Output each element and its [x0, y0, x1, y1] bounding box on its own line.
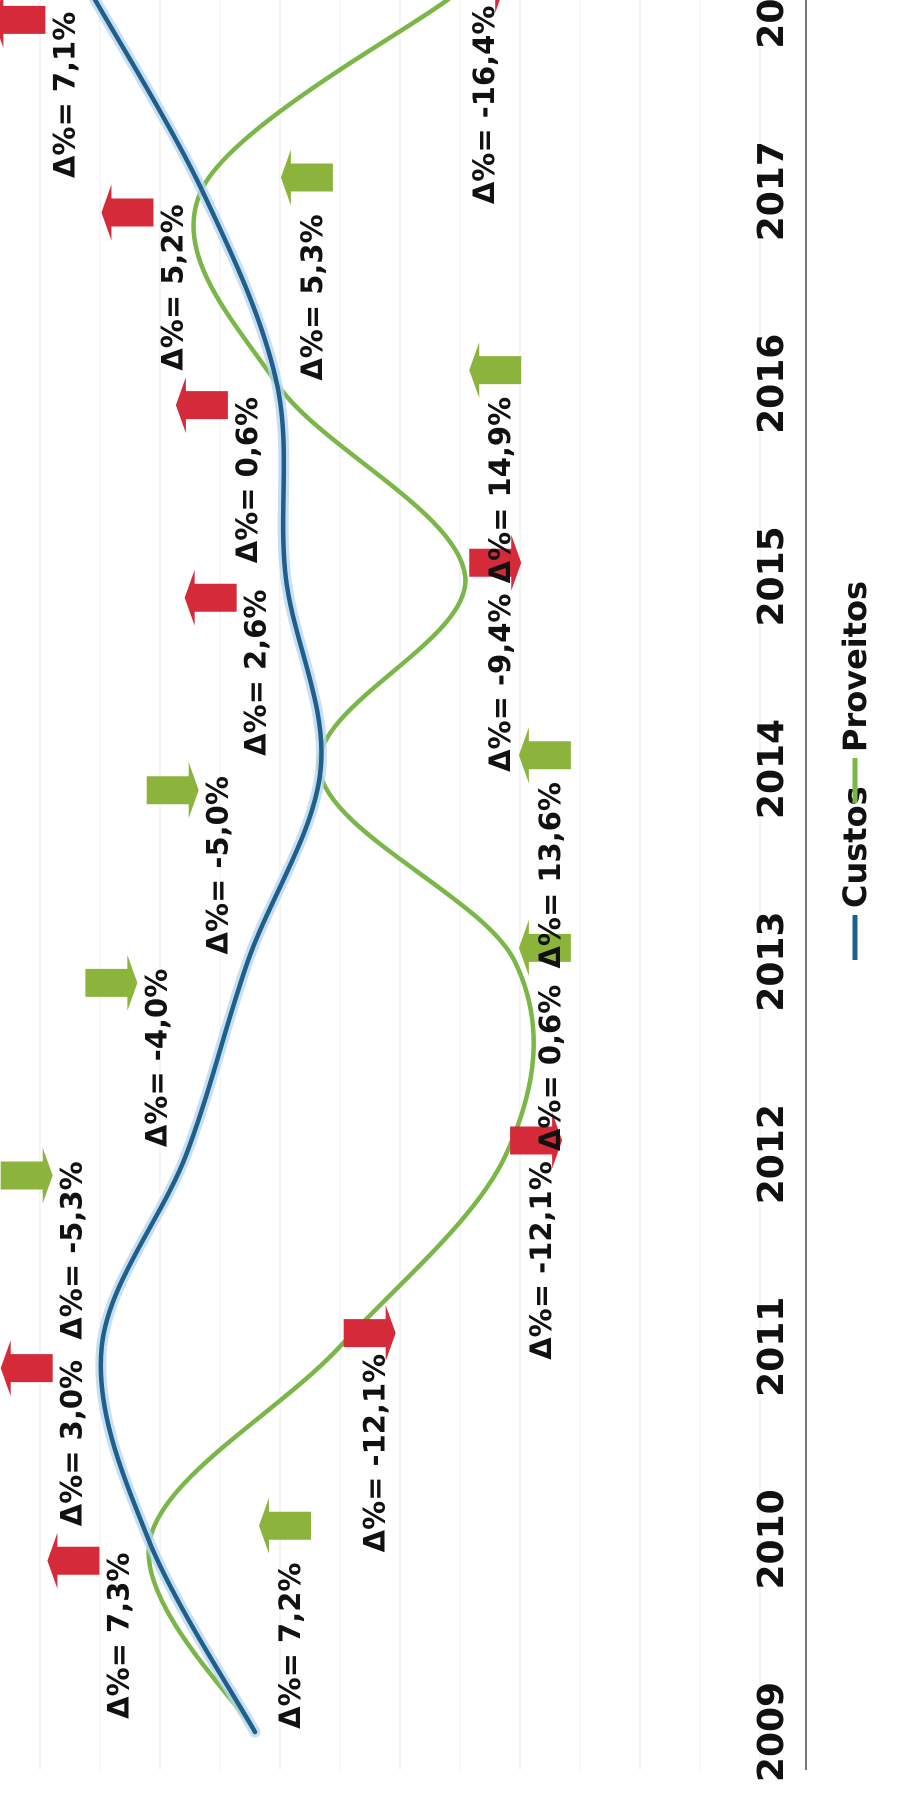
x-tick-label: 2015 — [751, 526, 792, 626]
proveitos-change-label: Δ%= -12,1% — [524, 1161, 558, 1360]
proveitos-change-label: Δ%= -9,4% — [483, 594, 517, 772]
custos-change-label: Δ%= 0,6% — [230, 397, 264, 563]
custos-change-label: Δ%= 7,1% — [47, 12, 81, 178]
change-arrows — [0, 0, 571, 1589]
custos-change-label: Δ%= 3,0% — [55, 1360, 89, 1526]
x-tick-label: 2016 — [751, 334, 792, 434]
custos-change-label: Δ%= 5,2% — [155, 204, 189, 370]
custos-change-arrow — [101, 184, 154, 241]
series-lines — [89, 0, 536, 1738]
proveitos-change-arrow — [518, 919, 571, 976]
proveitos-change-label: Δ%= 13,6% — [533, 782, 567, 969]
custos-change-arrow — [0, 0, 46, 48]
legend-label-custos: Custos — [836, 786, 874, 908]
proveitos-change-label: Δ%= 0,6% — [533, 985, 567, 1151]
proveitos-change-arrow — [510, 1112, 563, 1169]
gridlines — [39, 0, 761, 1770]
custos-change-label: Δ%= 2,6% — [239, 590, 273, 756]
proveitos-change-label: Δ%= 7,2% — [273, 1563, 307, 1729]
series-line-custos — [92, 0, 324, 1735]
proveitos-change-arrow — [343, 1305, 396, 1362]
custos-change-arrow — [0, 1147, 53, 1204]
custos-change-arrow — [184, 569, 237, 626]
x-axis-ticks: 2009 2010 2011 2012 2013 2014 2015 2016 2017 2018 — [751, 0, 792, 1782]
x-tick-label: 2010 — [751, 1489, 792, 1589]
x-tick-label: 2018 — [751, 0, 792, 49]
custos-change-arrow — [175, 377, 228, 434]
custos-change-label: Δ%= -5,3% — [55, 1161, 89, 1339]
proveitos-change-arrow — [469, 342, 522, 399]
custos-change-label: Δ%= 7,3% — [101, 1553, 135, 1719]
x-tick-label: 2013 — [751, 911, 792, 1011]
proveitos-change-label: Δ%= 5,3% — [295, 214, 329, 380]
custos-change-label: Δ%= -4,0% — [139, 969, 173, 1147]
custos-change-arrow — [0, 1340, 53, 1397]
proveitos-change-label: Δ%= -16,4% — [467, 6, 501, 205]
legend: Custos Proveitos — [836, 581, 874, 960]
proveitos-change-label: Δ%= -12,1% — [358, 1354, 392, 1553]
proveitos-change-arrow — [280, 149, 333, 206]
custos-change-label: Δ%= -5,0% — [201, 776, 235, 954]
custos-change-arrow — [47, 1532, 100, 1589]
x-tick-label: 2014 — [751, 719, 792, 819]
x-tick-label: 2017 — [751, 141, 792, 241]
proveitos-change-arrow — [518, 727, 571, 784]
proveitos-change-label: Δ%= 14,9% — [483, 397, 517, 584]
custos-change-arrow — [85, 954, 138, 1011]
x-tick-label: 2011 — [751, 1297, 792, 1397]
custos-change-arrow — [146, 762, 199, 819]
x-tick-label: 2012 — [751, 1104, 792, 1204]
change-labels: Δ%= 7,3% Δ%= 7,2% Δ%= 3,0% Δ%= -12,1% Δ%= -5… — [47, 6, 566, 1729]
legend-label-proveitos: Proveitos — [836, 581, 874, 752]
proveitos-change-arrow — [259, 1497, 311, 1554]
proveitos-change-arrow — [469, 534, 522, 591]
proveitos-change-arrow — [495, 0, 500, 13]
series-line-proveitos — [146, 0, 536, 1735]
x-tick-label: 2009 — [751, 1682, 792, 1782]
